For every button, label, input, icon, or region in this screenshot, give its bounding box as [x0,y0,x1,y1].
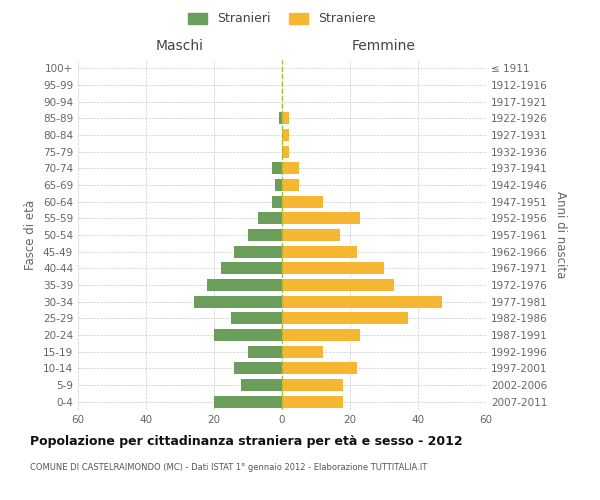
Y-axis label: Anni di nascita: Anni di nascita [554,192,567,278]
Bar [282,146,289,158]
Bar [194,296,282,308]
Text: Femmine: Femmine [352,38,416,52]
Bar [214,329,282,341]
Bar [231,312,282,324]
Y-axis label: Fasce di età: Fasce di età [25,200,37,270]
Bar [248,346,282,358]
Bar [282,179,299,191]
Bar [282,279,394,291]
Text: Maschi: Maschi [156,38,204,52]
Bar [282,379,343,391]
Bar [235,362,282,374]
Bar [282,362,357,374]
Bar [241,379,282,391]
Bar [235,246,282,258]
Bar [282,396,343,407]
Bar [282,246,357,258]
Bar [282,212,360,224]
Bar [282,129,289,141]
Text: Popolazione per cittadinanza straniera per età e sesso - 2012: Popolazione per cittadinanza straniera p… [30,435,463,448]
Bar [278,112,282,124]
Bar [282,262,384,274]
Bar [282,329,360,341]
Bar [275,179,282,191]
Bar [282,229,340,241]
Bar [282,346,323,358]
Bar [282,296,442,308]
Bar [282,112,289,124]
Bar [282,196,323,207]
Bar [272,162,282,174]
Text: COMUNE DI CASTELRAIMONDO (MC) - Dati ISTAT 1° gennaio 2012 - Elaborazione TUTTIT: COMUNE DI CASTELRAIMONDO (MC) - Dati IST… [30,462,427,471]
Bar [221,262,282,274]
Bar [272,196,282,207]
Bar [214,396,282,407]
Bar [258,212,282,224]
Bar [282,162,299,174]
Bar [207,279,282,291]
Bar [282,312,408,324]
Legend: Stranieri, Straniere: Stranieri, Straniere [185,8,379,29]
Bar [248,229,282,241]
